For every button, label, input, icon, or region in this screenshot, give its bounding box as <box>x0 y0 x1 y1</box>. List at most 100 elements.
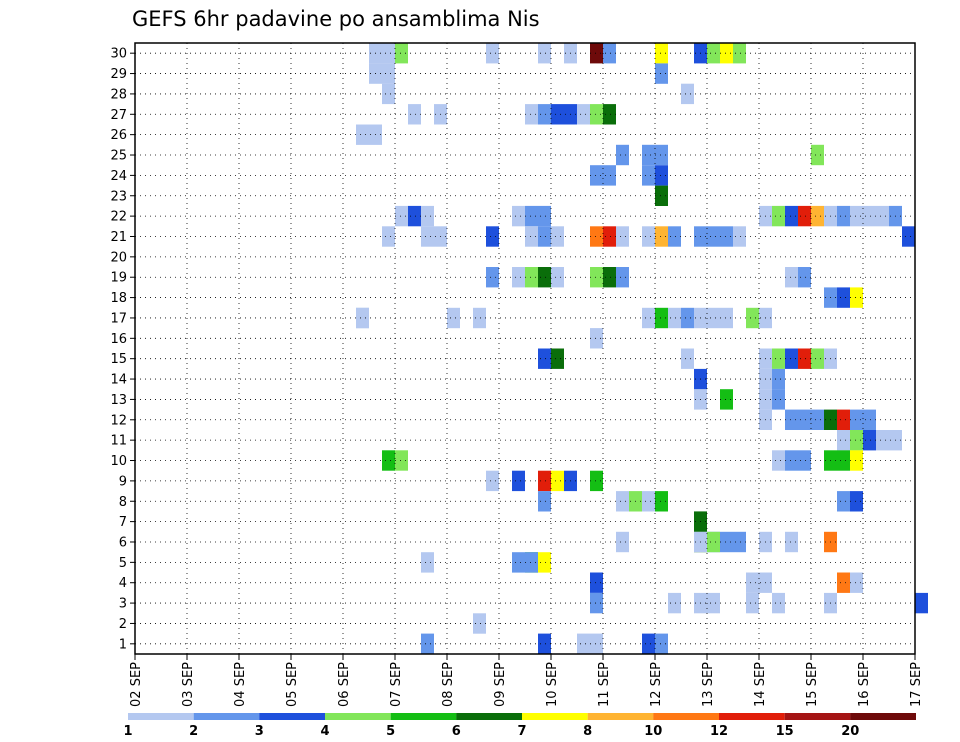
legend-swatch <box>259 713 325 720</box>
heatmap-cell <box>538 267 551 288</box>
y-tick-label: 15 <box>110 352 127 367</box>
y-tick-label: 22 <box>110 210 127 225</box>
x-tick-label: 07 SEP <box>389 662 404 707</box>
heatmap-cell <box>681 83 694 105</box>
heatmap-cell <box>772 450 785 471</box>
y-tick-label: 2 <box>119 617 127 632</box>
heatmap-cell <box>850 287 863 308</box>
x-tick-label: 16 SEP <box>857 662 872 707</box>
heatmap-cell <box>707 307 720 329</box>
legend-swatch <box>456 713 522 720</box>
heatmap-cell <box>746 592 759 614</box>
heatmap-cell <box>837 450 850 471</box>
heatmap-cell <box>382 83 395 105</box>
heatmap-cell <box>538 633 551 654</box>
heatmap-cell <box>668 307 681 329</box>
chart-title: GEFS 6hr padavine po ansamblima Nis <box>132 7 540 31</box>
legend-swatch <box>653 713 719 720</box>
heatmap-cell <box>486 470 499 492</box>
heatmap-cell <box>590 267 603 288</box>
heatmap-cell <box>486 43 499 64</box>
heatmap-cell <box>655 43 668 64</box>
legend-level-label: 3 <box>255 724 264 739</box>
legend-swatch <box>128 713 194 720</box>
heatmap-cell <box>772 348 785 369</box>
legend-swatch <box>719 713 785 720</box>
legend-level-label: 15 <box>776 724 794 739</box>
heatmap-cell <box>603 165 616 186</box>
heatmap-cell <box>590 592 603 614</box>
heatmap-cell <box>590 43 603 64</box>
heatmap-cell <box>603 267 616 288</box>
heatmap-cell <box>447 307 460 329</box>
heatmap-cell <box>668 592 681 614</box>
y-tick-label: 25 <box>110 149 127 164</box>
heatmap-cell <box>720 226 733 247</box>
heatmap-cell <box>538 104 551 125</box>
heatmap-cell <box>785 531 798 553</box>
y-tick-label: 8 <box>119 495 127 510</box>
heatmap-cell <box>616 491 629 512</box>
heatmap-cell <box>603 43 616 64</box>
heatmap-cell <box>538 348 551 369</box>
y-tick-label: 19 <box>110 271 127 286</box>
heatmap-cell <box>421 552 434 573</box>
heatmap-cell <box>785 450 798 471</box>
heatmap-cell <box>850 572 863 593</box>
heatmap-cell <box>590 633 603 654</box>
heatmap-cell <box>486 226 499 247</box>
heatmap-cell <box>395 205 408 227</box>
y-tick-label: 3 <box>119 597 127 612</box>
heatmap-cell <box>551 348 564 369</box>
heatmap-cell <box>746 307 759 329</box>
heatmap-cell <box>850 409 863 430</box>
heatmap-cell <box>577 633 590 654</box>
legend-level-label: 1 <box>123 724 132 739</box>
heatmap-cell <box>616 144 629 166</box>
heatmap-cell <box>382 63 395 84</box>
x-tick-label: 03 SEP <box>181 662 196 707</box>
x-tick-label: 09 SEP <box>493 662 508 707</box>
heatmap-cell <box>811 205 824 227</box>
heatmap-cell <box>668 226 681 247</box>
heatmap-cell <box>642 307 655 329</box>
x-tick-label: 14 SEP <box>753 662 768 707</box>
heatmap-cell <box>525 552 538 573</box>
heatmap-cell <box>772 205 785 227</box>
heatmap-cell <box>382 43 395 64</box>
heatmap-cell <box>720 531 733 553</box>
legend-level-label: 2 <box>189 724 198 739</box>
heatmap-cell <box>681 307 694 329</box>
heatmap-cell <box>356 124 369 145</box>
y-axis: 1234567891011121314151617181920212223242… <box>110 47 135 652</box>
x-tick-label: 12 SEP <box>649 662 664 707</box>
legend-swatch <box>193 713 260 720</box>
heatmap-cell <box>876 205 889 227</box>
heatmap-cell <box>577 104 590 125</box>
x-tick-label: 02 SEP <box>129 662 144 707</box>
heatmap-cell <box>551 267 564 288</box>
heatmap-cell <box>525 267 538 288</box>
y-tick-label: 14 <box>110 373 127 388</box>
heatmap-cell <box>850 430 863 451</box>
legend-level-label: 20 <box>841 724 859 739</box>
legend-swatch <box>390 713 457 720</box>
y-tick-label: 13 <box>110 393 127 408</box>
heatmap-cell <box>356 307 369 329</box>
y-tick-label: 1 <box>119 637 127 652</box>
heatmap-cell <box>551 470 564 492</box>
heatmap-cell <box>642 144 655 166</box>
legend-level-label: 8 <box>583 724 592 739</box>
heatmap-cell <box>538 470 551 492</box>
heatmap-cell <box>772 368 785 390</box>
heatmap-cell <box>707 592 720 614</box>
legend-swatch <box>784 713 851 720</box>
y-tick-label: 6 <box>119 535 127 550</box>
heatmap-cell <box>746 572 759 593</box>
heatmap-cell <box>850 450 863 471</box>
heatmap-cell <box>642 633 655 654</box>
y-tick-label: 21 <box>110 230 127 245</box>
heatmap-cell <box>512 552 525 573</box>
heatmap-cell <box>642 165 655 186</box>
